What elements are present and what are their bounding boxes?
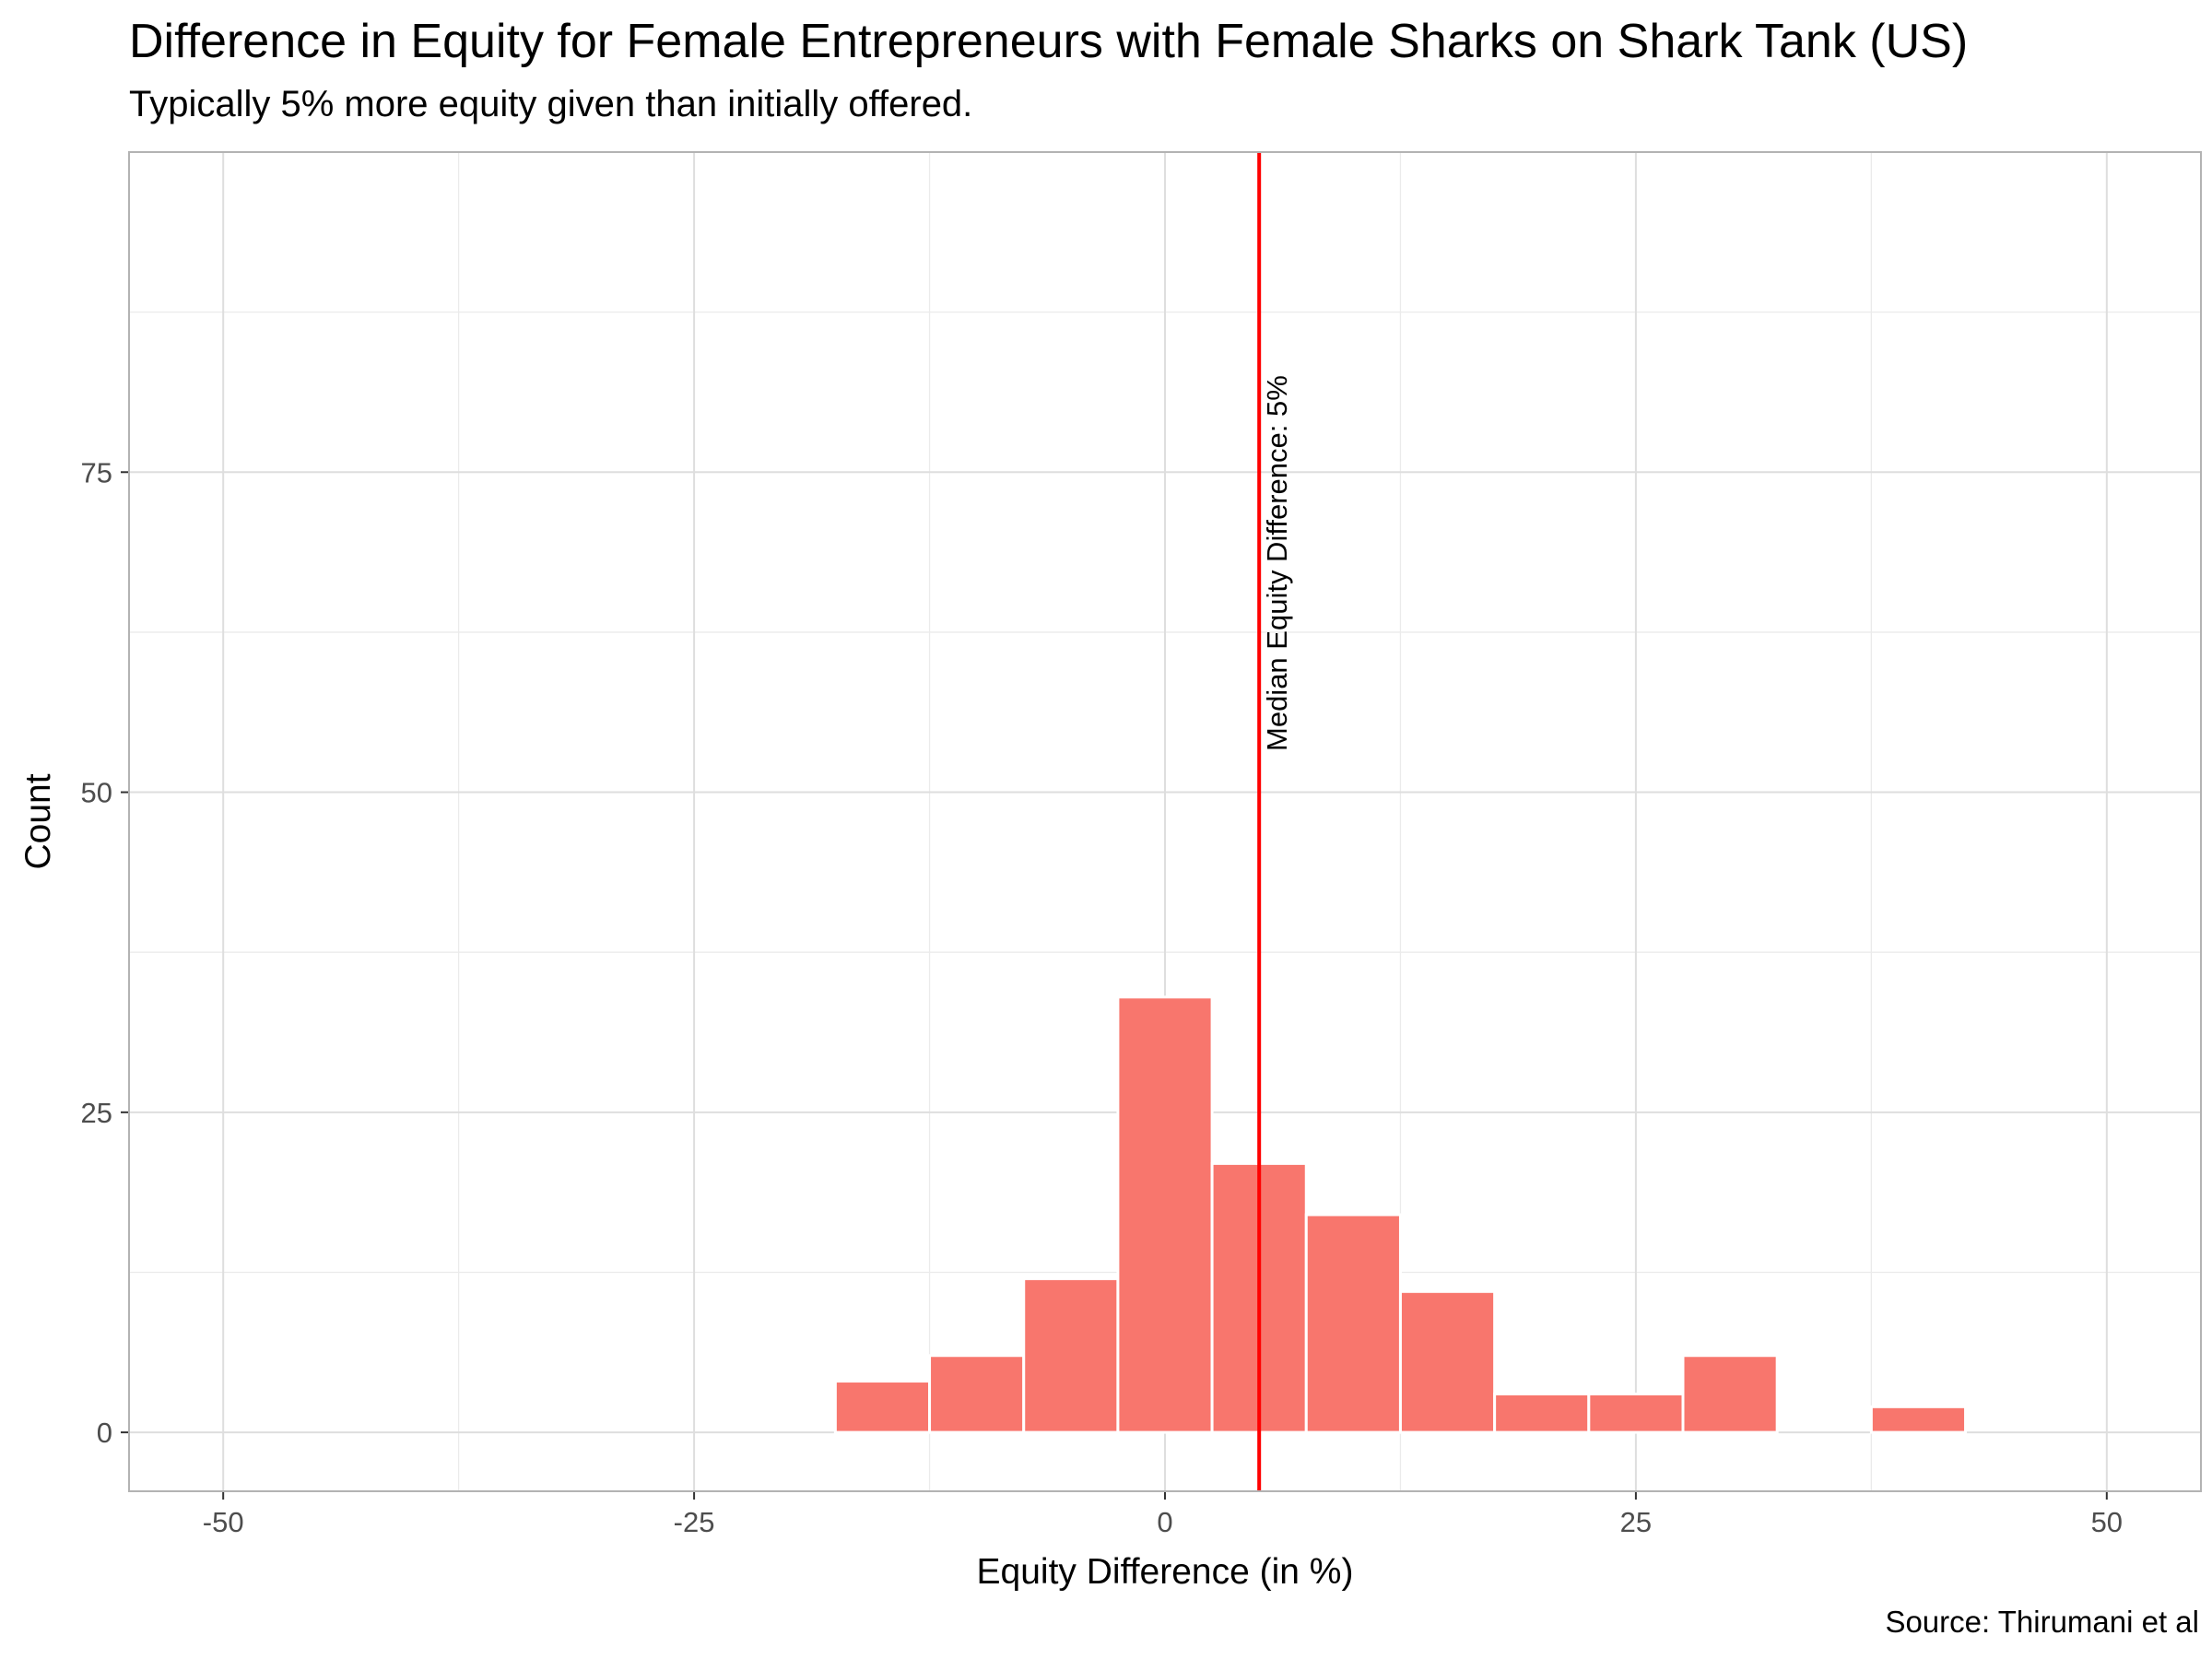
x-tick-label: 50 bbox=[2091, 1506, 2123, 1538]
x-tick-label: -50 bbox=[203, 1506, 244, 1538]
panel-border bbox=[128, 151, 2202, 1492]
x-axis-ticks: -50 -25 0 25 50 bbox=[203, 1491, 2123, 1538]
histogram-bar bbox=[1116, 995, 1214, 1434]
median-line-group: Median Equity Difference: 5% bbox=[1257, 152, 1293, 1491]
x-axis-title: Equity Difference (in %) bbox=[977, 1552, 1354, 1592]
y-tick-label: 25 bbox=[81, 1097, 112, 1129]
histogram-bar bbox=[1493, 1392, 1591, 1434]
x-tick-label: 25 bbox=[1620, 1506, 1652, 1538]
major-gridlines bbox=[129, 152, 2201, 1491]
histogram-bar bbox=[833, 1380, 932, 1434]
histogram-bars bbox=[833, 995, 1968, 1434]
y-tick-label: 75 bbox=[81, 456, 112, 488]
histogram-bar bbox=[1869, 1405, 1968, 1434]
histogram-bar bbox=[1587, 1392, 1685, 1434]
histogram-bar bbox=[1681, 1354, 1779, 1434]
y-tick-label: 0 bbox=[97, 1417, 112, 1449]
histogram-bar bbox=[1398, 1289, 1497, 1434]
y-axis-ticks: 0 25 50 75 bbox=[81, 456, 129, 1449]
histogram-bar bbox=[1022, 1277, 1120, 1434]
y-axis-title: Count bbox=[18, 773, 58, 869]
median-annotation: Median Equity Difference: 5% bbox=[1261, 375, 1293, 751]
x-tick-label: 0 bbox=[1157, 1506, 1172, 1538]
chart-title: Difference in Equity for Female Entrepre… bbox=[129, 15, 1969, 68]
chart-subtitle: Typically 5% more equity given than init… bbox=[129, 84, 973, 124]
histogram-bar bbox=[1304, 1213, 1402, 1434]
x-tick-label: -25 bbox=[674, 1506, 715, 1538]
chart-caption: Source: Thirumani et al bbox=[1885, 1605, 2199, 1639]
y-tick-label: 50 bbox=[81, 777, 112, 809]
histogram-bar bbox=[928, 1354, 1026, 1434]
